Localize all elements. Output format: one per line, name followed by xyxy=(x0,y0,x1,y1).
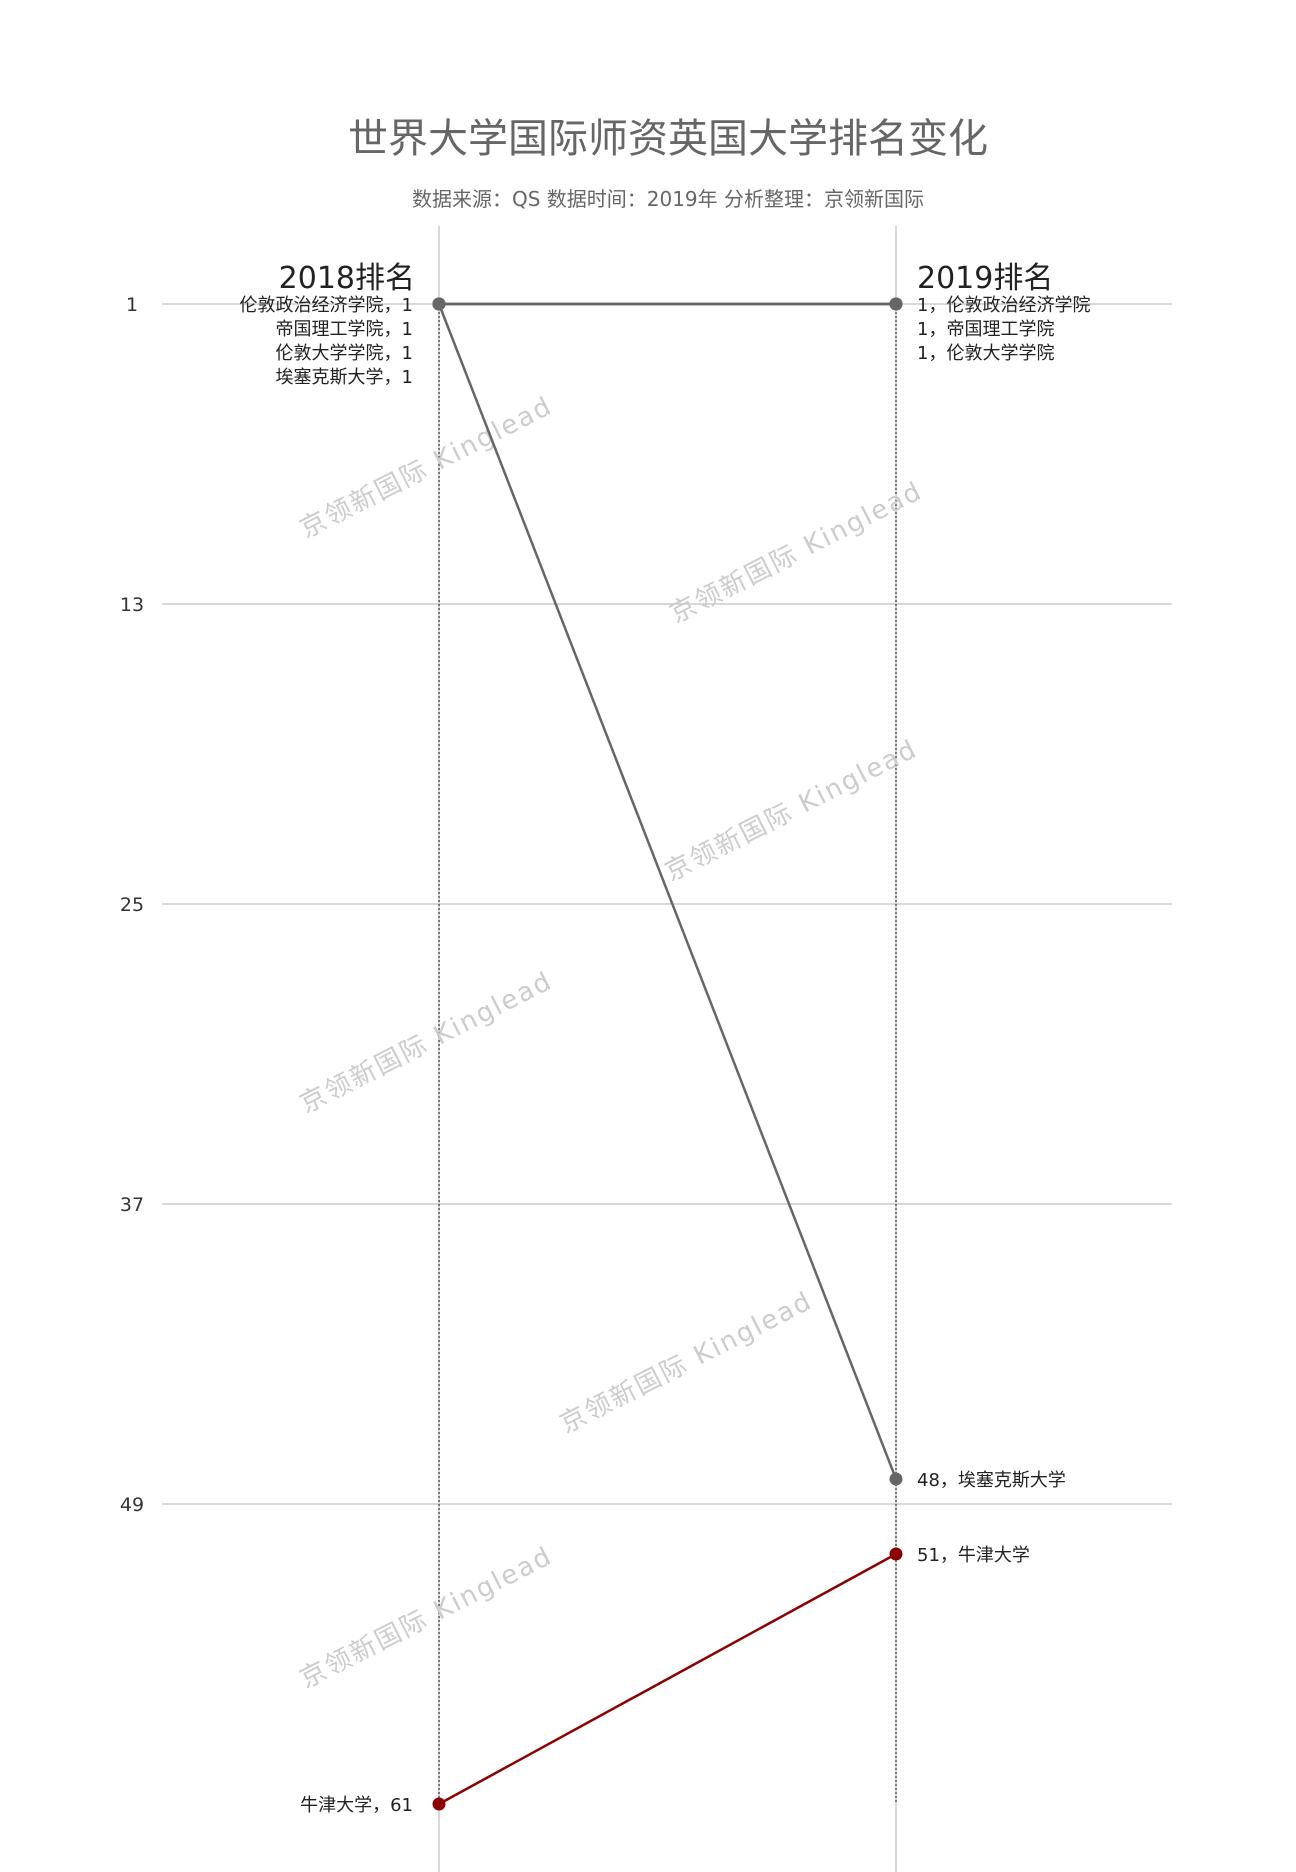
chart-subtitle: 数据来源：QS 数据时间：2019年 分析整理：京领新国际 xyxy=(412,187,924,211)
y-tick-label: 1 xyxy=(126,294,138,316)
watermark: 京领新国际 Kinglead xyxy=(295,1541,557,1694)
point-2019 xyxy=(889,297,903,311)
header-2018: 2018排名 xyxy=(279,261,415,296)
point-2019 xyxy=(889,1472,903,1486)
point-2018 xyxy=(432,297,446,311)
point-2019 xyxy=(889,1547,903,1561)
point-2018 xyxy=(432,1797,446,1811)
y-tick-label: 49 xyxy=(120,1494,144,1516)
label-2019: 48，埃塞克斯大学 xyxy=(917,1470,1066,1491)
watermark: 京领新国际 Kinglead xyxy=(555,1286,817,1439)
watermark: 京领新国际 Kinglead xyxy=(295,391,557,544)
label-2018: 伦敦大学学院，1 xyxy=(276,343,413,364)
series-line xyxy=(437,303,898,1480)
watermark: 京领新国际 Kinglead xyxy=(295,966,557,1119)
label-2019: 1，伦敦大学学院 xyxy=(917,343,1054,364)
y-tick-label: 13 xyxy=(120,594,144,616)
series-line xyxy=(438,1552,897,1806)
chart-title: 世界大学国际师资英国大学排名变化 xyxy=(348,116,988,162)
watermark: 京领新国际 Kinglead xyxy=(660,734,922,887)
label-2019: 1，伦敦政治经济学院 xyxy=(917,295,1090,316)
label-2018: 帝国理工学院，1 xyxy=(276,319,413,340)
watermark: 京领新国际 Kinglead xyxy=(665,476,927,629)
label-2018: 埃塞克斯大学，1 xyxy=(276,367,413,388)
header-2019: 2019排名 xyxy=(917,261,1053,296)
y-tick-label: 25 xyxy=(120,894,144,916)
label-2019: 1，帝国理工学院 xyxy=(917,319,1054,340)
label-2018: 牛津大学，61 xyxy=(300,1795,413,1816)
label-2019: 51，牛津大学 xyxy=(917,1545,1030,1566)
y-tick-label: 37 xyxy=(120,1194,144,1216)
label-2018: 伦敦政治经济学院，1 xyxy=(240,295,413,316)
